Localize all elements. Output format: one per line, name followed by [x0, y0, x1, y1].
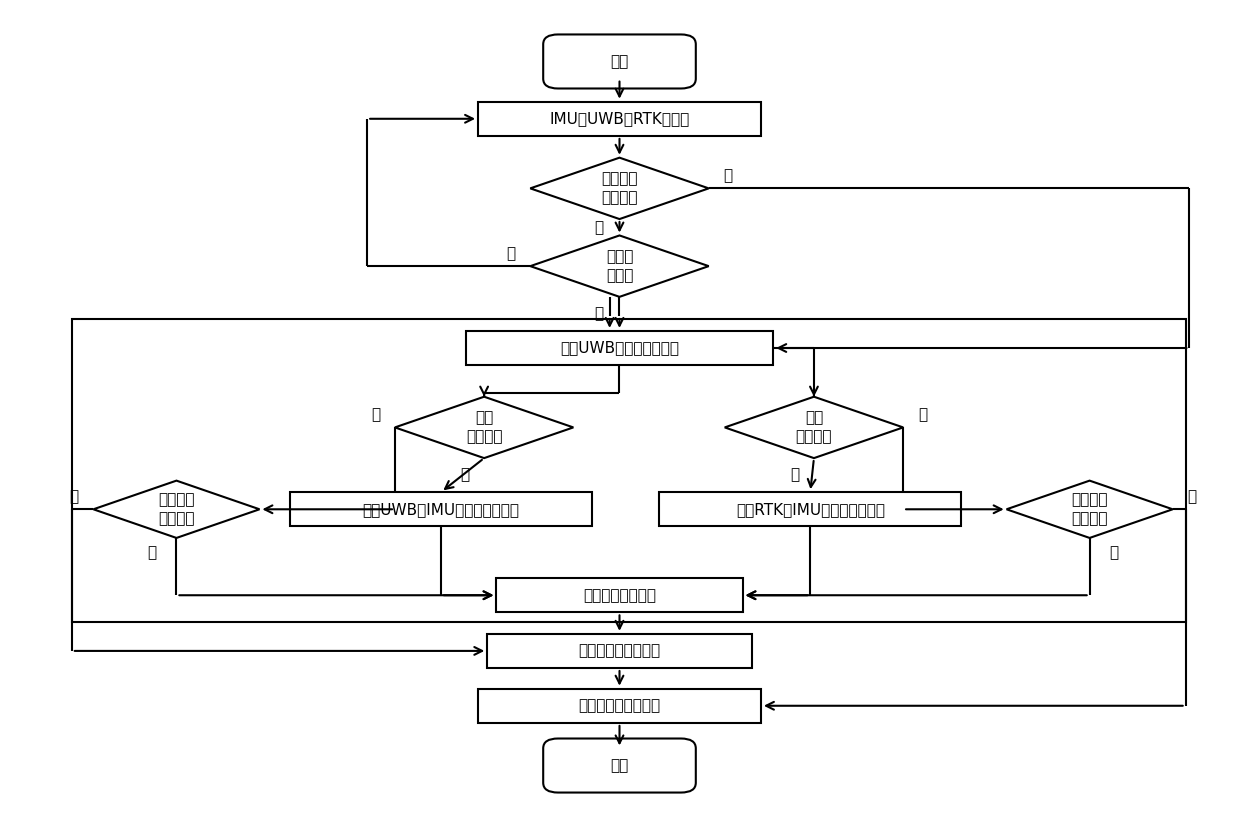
Text: 否: 否: [595, 220, 603, 235]
Text: 是: 是: [595, 306, 603, 322]
Text: 是: 是: [724, 169, 732, 184]
Text: 基站
信号良好: 基站 信号良好: [466, 411, 502, 444]
Bar: [466, 331, 773, 366]
Bar: [478, 102, 761, 136]
Bar: [290, 492, 592, 527]
Text: 输出定位和定向结果: 输出定位和定向结果: [579, 643, 660, 658]
Polygon shape: [530, 236, 709, 297]
Polygon shape: [93, 480, 259, 538]
Text: 无信号状
态超时？: 无信号状 态超时？: [1072, 493, 1108, 526]
Text: 否: 否: [69, 490, 78, 504]
Bar: [659, 492, 961, 527]
FancyBboxPatch shape: [543, 739, 696, 792]
Polygon shape: [725, 397, 903, 458]
Text: 初始化过
程超时？: 初始化过 程超时？: [601, 171, 638, 205]
Text: 是: 是: [790, 467, 799, 483]
Text: 无信号状
态超时？: 无信号状 态超时？: [159, 493, 195, 526]
Text: 检测UWB基站和卫星信号: 检测UWB基站和卫星信号: [560, 341, 679, 356]
Text: 是: 是: [147, 545, 156, 560]
Text: 基于UWB和IMU解算位置和航向: 基于UWB和IMU解算位置和航向: [363, 502, 519, 517]
Bar: [72, 319, 1186, 622]
FancyBboxPatch shape: [543, 35, 696, 88]
Polygon shape: [395, 397, 574, 458]
Text: 初始化
完成？: 初始化 完成？: [606, 249, 633, 283]
Text: 开始: 开始: [611, 54, 628, 69]
Text: IMU、UWB、RTK初始化: IMU、UWB、RTK初始化: [549, 112, 690, 127]
Bar: [478, 689, 761, 723]
Text: 数据融合与后处理: 数据融合与后处理: [584, 588, 655, 603]
Text: 否: 否: [1187, 490, 1197, 504]
Text: 结束: 结束: [611, 758, 628, 773]
Text: 否: 否: [507, 246, 515, 261]
Bar: [497, 578, 742, 613]
Polygon shape: [530, 158, 709, 219]
Polygon shape: [1006, 480, 1172, 538]
Text: 是: 是: [1110, 545, 1119, 560]
Text: 卫星
信号良好: 卫星 信号良好: [795, 411, 833, 444]
Text: 输出故障及诊断信息: 输出故障及诊断信息: [579, 698, 660, 713]
Text: 否: 否: [918, 408, 927, 423]
Bar: [487, 633, 752, 668]
Text: 是: 是: [460, 467, 470, 483]
Text: 否: 否: [370, 408, 380, 423]
Text: 基于RTK和IMU解算位置和航向: 基于RTK和IMU解算位置和航向: [736, 502, 885, 517]
